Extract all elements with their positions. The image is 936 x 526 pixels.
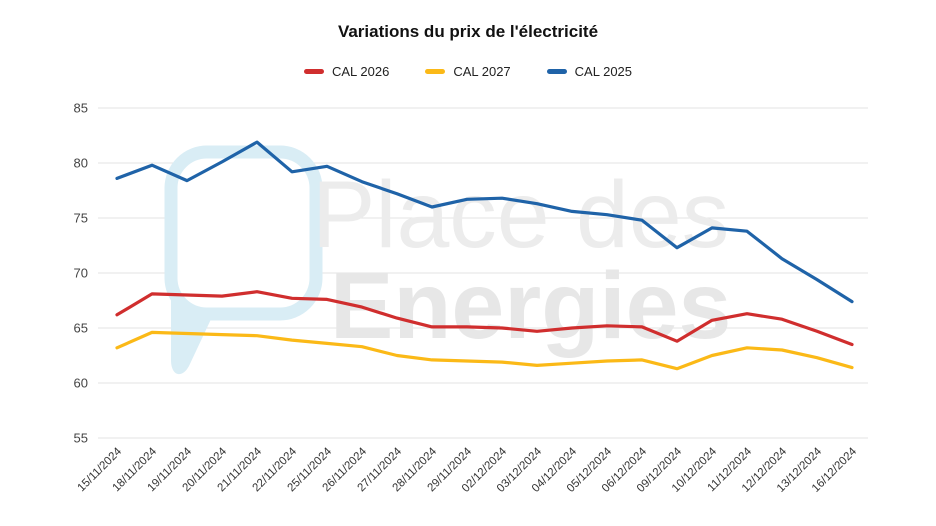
- legend-swatch-cal-2025: [546, 69, 567, 74]
- watermark-text-line2: Energies: [330, 253, 731, 359]
- series-line-cal-2025: [115, 140, 854, 304]
- y-tick-label: 75: [74, 211, 88, 226]
- legend-item-cal-2025: CAL 2025: [546, 64, 633, 79]
- series-line-cal-2026: [115, 290, 854, 347]
- legend-label: CAL 2026: [331, 64, 390, 79]
- legend-item-cal-2026: CAL 2026: [303, 64, 390, 79]
- y-tick-label: 85: [74, 101, 88, 116]
- chart-title: Variations du prix de l'électricité: [337, 22, 599, 41]
- y-tick-label: 55: [74, 431, 88, 446]
- legend-swatch-cal-2026: [303, 69, 324, 74]
- legend-item-cal-2027: CAL 2027: [425, 64, 511, 79]
- watermark-logo-bubble-icon: [164, 145, 323, 321]
- series-line-cal-2027: [115, 330, 854, 371]
- chart-legend: CAL 2026 CAL 2027 CAL 2025: [0, 64, 936, 79]
- legend-label: CAL 2025: [574, 64, 633, 79]
- legend-label: CAL 2027: [453, 64, 511, 79]
- legend-swatch-cal-2027: [425, 69, 446, 74]
- watermark-text-line1: Place des: [312, 162, 729, 268]
- y-tick-label: 60: [74, 376, 88, 391]
- y-tick-label: 70: [74, 266, 88, 281]
- y-tick-label: 80: [74, 156, 88, 171]
- y-tick-label: 65: [74, 321, 88, 336]
